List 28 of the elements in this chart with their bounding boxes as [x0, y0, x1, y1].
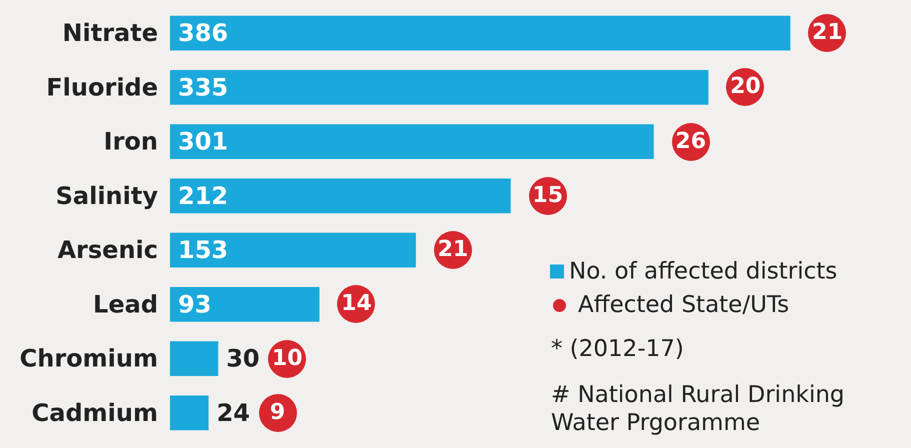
data-label: 386 — [178, 19, 228, 48]
data-label: 335 — [178, 73, 228, 102]
data-label: 212 — [178, 182, 228, 210]
bar — [170, 341, 218, 376]
data-label: 24 — [216, 398, 250, 427]
y-tick-label: Arsenic — [57, 236, 158, 264]
annotation: * (2012-17) — [551, 335, 685, 363]
y-tick-label: Fluoride — [46, 73, 158, 102]
data-label: 301 — [178, 128, 228, 156]
bar — [170, 178, 511, 214]
bar — [170, 70, 708, 105]
bar — [170, 232, 416, 268]
data-label: 30 — [226, 344, 260, 373]
data-label: 93 — [178, 290, 212, 318]
bar — [170, 396, 209, 430]
y-tick-label: Lead — [93, 290, 158, 318]
legend-label: No. of affected districts — [569, 258, 838, 284]
annotation: Affected State/UTs — [578, 291, 790, 319]
annotation: # National Rural Drinking Water Prgoramme — [551, 381, 846, 437]
bar — [170, 124, 654, 159]
y-tick-label: Cadmium — [32, 398, 158, 427]
bar — [170, 287, 320, 322]
bar — [170, 16, 790, 50]
y-tick-label: Chromium — [20, 344, 158, 373]
y-tick-label: Salinity — [56, 182, 158, 210]
y-tick-label: Nitrate — [62, 19, 158, 48]
data-label: 153 — [178, 236, 228, 264]
y-tick-label: Iron — [104, 128, 158, 156]
